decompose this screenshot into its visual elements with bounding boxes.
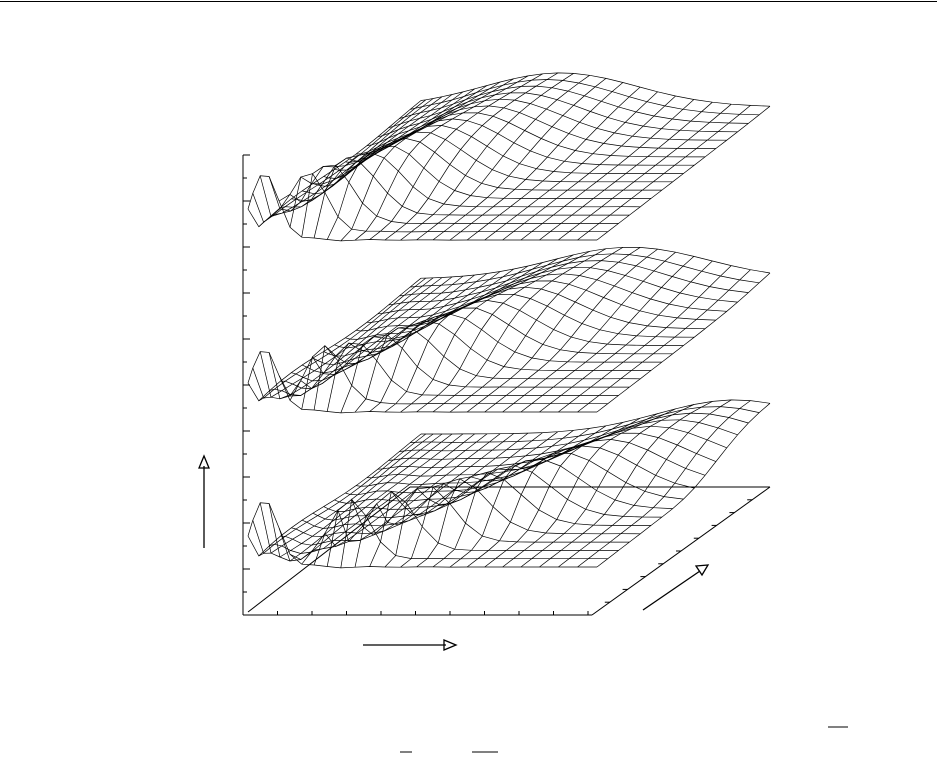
mesh-line [399,412,749,452]
floor-left-edge [247,486,411,613]
mesh-line [596,105,771,241]
mesh-line [384,72,559,241]
mesh-line [247,433,422,557]
mesh-line [502,408,676,568]
mesh-line [502,95,676,241]
mesh-line [416,250,590,413]
arrow-head [443,639,458,651]
mesh-line [466,417,641,568]
mesh-line [334,452,684,504]
mesh-line [313,85,488,239]
mesh-line [484,91,658,241]
mesh-line [289,91,464,228]
mesh-line [400,430,574,568]
mesh-line [326,81,501,240]
surfaces [247,72,771,569]
arrow-head [198,454,210,469]
mesh-line [596,272,771,413]
mesh-line [539,260,713,413]
mesh-line [247,277,422,402]
mesh-line [484,413,658,568]
mesh-line [247,100,422,228]
mesh-line [432,425,607,568]
mesh-line [354,265,529,413]
mesh-line [354,75,529,241]
mesh-line [539,101,713,241]
mesh-line [432,78,607,241]
axes [242,154,771,616]
mesh-line [301,274,475,410]
arrow-head [694,564,710,577]
mesh-line [520,404,695,568]
mesh-line [502,251,676,413]
mesh-line [399,260,749,297]
mesh-line [388,266,738,306]
mesh-line [334,125,684,174]
mesh-line [466,247,641,413]
mesh-line [558,399,732,568]
mesh-line [291,327,641,382]
mesh-line [313,433,488,566]
mesh-line [340,433,515,568]
mesh-line [420,246,771,279]
mesh-line [301,88,475,238]
mesh-line [278,433,453,562]
mesh-line [326,433,501,567]
mesh-line [577,269,751,413]
mesh-line [354,432,529,568]
mesh-line [596,403,771,568]
mesh-line [278,276,453,397]
mesh-line [449,82,624,241]
arrows [198,454,710,651]
mesh-line [577,400,751,568]
overline-marks [400,726,848,753]
mesh-line [268,96,443,212]
arrow-diagonal [642,570,701,611]
mesh-line [259,433,434,554]
mesh-line [326,271,501,412]
mesh-line [539,401,713,568]
mesh-line [558,103,732,241]
mesh-line [289,433,464,560]
mesh-line [577,105,751,241]
mesh-line [289,275,464,401]
mesh-line [278,94,453,203]
mesh-line [400,254,574,413]
mesh-line [247,175,597,242]
mesh-line [369,73,543,240]
mesh-line [432,248,607,413]
mesh-line [252,433,427,554]
mesh-line [384,258,559,413]
mesh-line [323,131,673,183]
mesh-line [340,268,515,414]
mesh-line [313,273,488,411]
mesh-line [269,491,619,554]
mesh-line [384,431,559,568]
mesh-line [301,433,475,565]
mesh-line [410,253,760,288]
mesh-line [484,248,658,413]
mesh-line [520,99,695,241]
mesh-line [268,433,443,558]
mesh-line [449,247,624,413]
mesh-line [252,277,427,399]
mesh-line [520,256,695,413]
mesh-line [416,75,590,241]
mesh-line [449,422,624,568]
mesh-line [369,432,543,567]
mesh-line [400,73,574,241]
mesh-line [416,428,590,568]
mesh-line [466,86,641,241]
mesh-line [259,98,434,218]
mesh-line [268,277,443,400]
mesh-line [558,265,732,413]
mesh-line [259,277,434,398]
mesh-line [356,286,706,332]
mesh-line [340,78,514,242]
